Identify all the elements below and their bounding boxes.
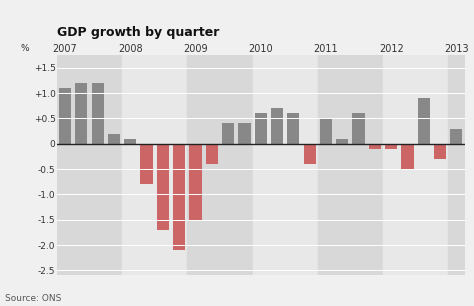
Bar — [303, 144, 316, 164]
Bar — [287, 113, 300, 144]
Bar — [401, 144, 413, 169]
Bar — [383, 55, 448, 275]
Bar — [448, 55, 465, 275]
Bar — [336, 139, 348, 144]
Bar — [75, 83, 87, 144]
Bar — [189, 144, 201, 220]
Bar — [271, 108, 283, 144]
Text: GDP growth by quarter: GDP growth by quarter — [57, 26, 219, 39]
Bar — [238, 123, 250, 144]
Bar — [450, 129, 463, 144]
Bar — [320, 118, 332, 144]
Bar — [352, 113, 365, 144]
Bar — [253, 55, 318, 275]
Bar — [59, 88, 71, 144]
Bar — [385, 144, 397, 149]
Bar — [434, 144, 446, 159]
Bar — [318, 55, 383, 275]
Bar — [140, 144, 153, 184]
Bar — [122, 55, 187, 275]
Bar — [369, 144, 381, 149]
Bar — [255, 113, 267, 144]
Bar — [206, 144, 218, 164]
Bar — [187, 55, 253, 275]
Bar — [173, 144, 185, 250]
Text: Source: ONS: Source: ONS — [5, 294, 61, 303]
Bar — [222, 123, 234, 144]
Bar — [91, 83, 104, 144]
Bar — [57, 55, 122, 275]
Bar — [108, 134, 120, 144]
Text: %: % — [20, 44, 29, 53]
Bar — [124, 139, 137, 144]
Bar — [418, 98, 430, 144]
Bar — [157, 144, 169, 230]
